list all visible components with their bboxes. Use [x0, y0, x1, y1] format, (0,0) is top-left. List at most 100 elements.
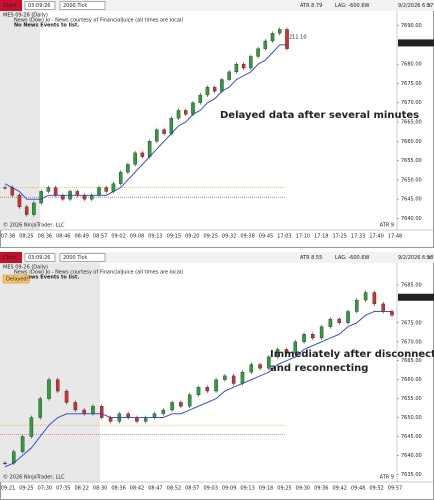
y-tick-label: 7675.00	[401, 81, 422, 87]
moving-average	[4, 44, 287, 200]
x-tick-label: 09:38	[240, 234, 254, 240]
candle-body	[24, 206, 29, 215]
lag: LAG: -600.6W	[335, 3, 369, 9]
x-tick-label: 17:33	[351, 234, 365, 240]
candle-body	[240, 371, 245, 384]
y-tick-label: 7680.00	[401, 62, 422, 68]
candle-body	[82, 409, 86, 414]
candle-body	[198, 94, 202, 103]
x-tick-label: 08:52	[167, 486, 181, 492]
interval[interactable]: 2000 Tick	[63, 255, 87, 261]
candle-body	[284, 349, 289, 354]
candle-body	[184, 110, 188, 115]
x-tick-label: 07:35	[56, 486, 70, 492]
candle-body	[46, 187, 51, 192]
datetime: 9/2/2026 6:58:07	[398, 255, 434, 261]
candle-body	[363, 292, 368, 301]
candle-body	[162, 129, 166, 134]
y-tick-label: 7635.00	[401, 472, 422, 478]
x-tick-label: 17:18	[314, 234, 328, 240]
copyright: © 2026 NinjaTrader, LLC	[3, 222, 65, 229]
candle-body	[293, 341, 297, 354]
candle-body	[38, 398, 42, 418]
candle-body	[118, 171, 123, 184]
candle-body	[205, 87, 210, 96]
x-tick-label: 09:02	[111, 234, 125, 240]
y-tick-label: 7690.00	[401, 23, 422, 29]
y-tick-label: 7670.00	[401, 339, 422, 345]
candle-body	[270, 33, 275, 42]
x-tick-label: 08:42	[130, 486, 144, 492]
candle-body	[258, 364, 262, 369]
candle-body	[319, 326, 324, 339]
interval[interactable]: 2000 Tick	[63, 3, 87, 9]
annotation: Delayed data after several minutes	[220, 110, 419, 121]
clock: 03:09:26	[28, 255, 50, 261]
candle-body	[111, 183, 116, 192]
candle-body	[249, 364, 254, 373]
y-tick-label: 7685.00	[401, 282, 422, 288]
interval-box[interactable]	[59, 1, 106, 10]
candle-body	[152, 413, 157, 418]
y-tick-label: 7670.00	[401, 100, 422, 106]
x-tick-label: 17:03	[277, 234, 291, 240]
x-tick-label: 09:25	[204, 234, 218, 240]
tab[interactable]: Chart	[3, 3, 17, 9]
clock-box	[24, 253, 56, 262]
candle-body	[241, 63, 246, 69]
candle-body	[231, 375, 236, 384]
candle-body	[355, 299, 359, 312]
window-border	[0, 0, 434, 248]
candle-body	[126, 164, 130, 173]
x-tick-label: 09:32	[222, 234, 236, 240]
candle-body	[3, 187, 7, 189]
x-tick-label: 08:49	[75, 234, 89, 240]
annotation: and reconnecting	[270, 363, 368, 374]
x-tick-label: 09:15	[167, 234, 181, 240]
candle-body	[29, 417, 34, 437]
chart-window: Chart 03:09:26 2000 Tick ATR 8.79 LAG: -600.…	[0, 0, 434, 248]
candle-body	[73, 402, 78, 411]
x-tick-label: 08:57	[93, 234, 107, 240]
news-status: No News Events to list.	[14, 23, 79, 29]
interval-box[interactable]	[59, 253, 106, 262]
x-tick-label: 08:36	[38, 234, 52, 240]
candle-body	[278, 29, 282, 34]
candle-body	[143, 417, 148, 422]
instrument: MES 09-26 (Daily)	[3, 13, 48, 19]
candle-body	[161, 409, 166, 414]
y-tick-label: 7655.00	[401, 396, 422, 402]
x-tick-label: 08:36	[111, 486, 125, 492]
candle-body	[53, 187, 58, 196]
lag: LAG: -600.6W	[335, 255, 369, 261]
candle-body	[126, 413, 130, 418]
candle-body	[267, 356, 271, 369]
y-tick-label: 7640.00	[401, 216, 422, 222]
candle-body	[372, 292, 377, 305]
candle-body	[90, 195, 94, 200]
candle-body	[176, 110, 181, 119]
tab-bg	[0, 0, 22, 11]
candle-body	[47, 379, 51, 399]
candle-body	[346, 311, 350, 323]
x-tick-label: 09:48	[351, 486, 365, 492]
y-tick-label: 7650.00	[401, 177, 422, 183]
x-tick-label: 09:13	[240, 486, 254, 492]
candle-body	[223, 375, 227, 380]
candle-body	[75, 191, 80, 196]
x-tick-label: 09:57	[388, 486, 402, 492]
candle-body	[263, 40, 268, 49]
candle-body	[10, 187, 14, 196]
candle-body	[169, 117, 174, 134]
badge-bg	[2, 274, 30, 284]
y-tick-label: 7665.00	[401, 120, 422, 126]
close-button[interactable]: ×	[427, 3, 431, 9]
candle-body	[220, 79, 224, 92]
candle-body	[61, 195, 65, 200]
y-tick-label: 7655.00	[401, 158, 422, 164]
tab[interactable]: Chart	[3, 255, 17, 261]
candle-body	[155, 129, 159, 142]
close-button[interactable]: ×	[427, 255, 431, 261]
x-tick-label: 08:57	[185, 486, 199, 492]
